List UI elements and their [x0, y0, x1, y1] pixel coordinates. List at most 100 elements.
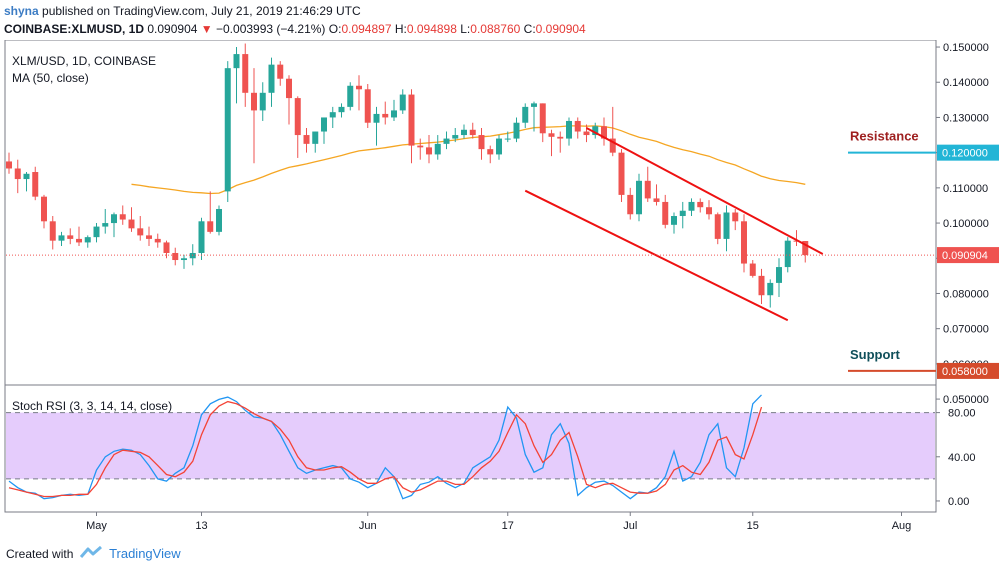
candle-body	[242, 54, 249, 93]
candle-body	[426, 147, 432, 155]
last-price-tag-label: 0.090904	[942, 250, 988, 262]
candle-body	[688, 201, 695, 211]
created-with-text: Created with	[6, 547, 74, 562]
candle-body	[566, 120, 572, 139]
candle-body	[557, 136, 564, 139]
stoch-band	[6, 412, 935, 480]
candle-body	[189, 252, 196, 259]
resistance-tag	[937, 144, 999, 161]
chart-canvas[interactable]: 0.150000 0.140000 0.130000 0.120000 0.110000…	[0, 39, 1006, 540]
author-name[interactable]: shyna	[4, 4, 39, 18]
candle-body	[644, 180, 651, 199]
open-value: 0.094897	[341, 22, 392, 36]
candle-body	[382, 113, 389, 118]
candle-body	[172, 252, 179, 261]
candle-body	[531, 103, 537, 107]
ma-legend: MA (50, close)	[12, 71, 89, 85]
candle-body	[671, 216, 677, 225]
candle-body	[714, 214, 721, 239]
low-label: L:	[460, 22, 471, 36]
candle-body	[14, 168, 21, 180]
candle-body	[207, 221, 214, 232]
tradingview-logo-icon	[79, 543, 104, 565]
candle-body	[154, 238, 161, 243]
candle-body	[329, 112, 336, 118]
candle-body	[67, 235, 74, 239]
publish-info: shyna published on TradingView.com, July…	[4, 2, 361, 20]
candle-body	[303, 135, 310, 144]
price-tick-label: 0.150000	[943, 42, 989, 54]
candle-body	[224, 68, 231, 192]
price-tick-label: 0.100000	[943, 218, 989, 230]
candle-body	[697, 201, 704, 208]
candle-body	[356, 85, 362, 90]
time-tick-label: 15	[747, 520, 759, 532]
candle-body	[662, 201, 669, 225]
support-label: Support	[850, 347, 900, 362]
candle-body	[146, 235, 152, 239]
candle-body	[286, 78, 292, 99]
candle-body	[277, 64, 284, 79]
support-tag-label: 0.058000	[942, 366, 988, 378]
candle-body	[58, 235, 65, 241]
price-axis[interactable]: 0.150000 0.140000 0.130000 0.120000 0.110000…	[936, 42, 989, 406]
candle-body	[321, 117, 327, 132]
time-tick-label: 13	[195, 520, 207, 532]
candle-body	[364, 89, 371, 123]
candle-body	[592, 126, 599, 136]
high-label: H:	[394, 22, 407, 36]
price-tick-label: 0.050000	[943, 394, 989, 406]
stoch-axis[interactable]: 80.00 40.00 0.00	[936, 408, 976, 508]
candle-body	[216, 208, 222, 232]
stoch-lines-layer	[8, 394, 763, 500]
time-tick-label: 17	[502, 520, 514, 532]
candle-body	[461, 129, 467, 136]
published-text: published on TradingView.com, July 21, 2…	[42, 4, 361, 18]
candle-body	[478, 135, 485, 150]
candle-body	[6, 161, 12, 169]
stoch-tick-label: 0.00	[948, 496, 969, 508]
candle-body	[539, 103, 546, 134]
ma-layer	[131, 125, 806, 195]
candle-body	[443, 138, 450, 144]
time-tick-label: Aug	[892, 520, 912, 532]
candle-body	[574, 120, 581, 132]
stoch-d-line	[8, 400, 763, 498]
stoch-tick-label: 80.00	[948, 408, 976, 420]
candle-body	[347, 85, 354, 107]
candle-body	[636, 180, 642, 215]
candle-body	[163, 242, 170, 253]
candle-body	[84, 237, 91, 243]
candle-body	[137, 228, 144, 236]
candle-body	[469, 129, 476, 136]
candle-body	[23, 173, 30, 180]
candle-body	[338, 106, 345, 113]
candle-body	[618, 152, 625, 195]
candle-body	[723, 212, 730, 239]
down-arrow-icon: ▼	[200, 22, 213, 36]
candle-body	[583, 131, 590, 136]
levels-layer: 0.090904 0.120000 Resistance 0.058000 Suppor…	[6, 129, 999, 379]
close-label: C:	[523, 22, 536, 36]
high-value: 0.094898	[406, 22, 457, 36]
low-value: 0.088760	[470, 22, 521, 36]
candle-body	[749, 263, 756, 276]
time-tick-label: May	[86, 520, 107, 532]
channel-upper-line	[586, 127, 824, 255]
time-axis[interactable]: May 13 Jun 17 Jul 15 Aug	[86, 512, 911, 532]
resistance-tag-label: 0.120000	[942, 148, 988, 160]
price-tick-label: 0.080000	[943, 288, 989, 300]
candle-body	[802, 241, 809, 256]
candle-body	[49, 221, 56, 241]
chart-area[interactable]: 0.150000 0.140000 0.130000 0.120000 0.110000…	[0, 39, 1006, 540]
candle-body	[93, 226, 100, 238]
candle-body	[32, 172, 39, 197]
resistance-label: Resistance	[850, 129, 919, 144]
stoch-band-fill	[6, 412, 935, 479]
price-tick-label: 0.110000	[943, 183, 988, 195]
candle-body	[487, 149, 494, 155]
candle-body	[741, 221, 747, 264]
stoch-legend: Stoch RSI (3, 3, 14, 14, close)	[12, 399, 172, 413]
tradingview-brand[interactable]: TradingView	[109, 546, 181, 562]
candle-body	[434, 143, 441, 155]
